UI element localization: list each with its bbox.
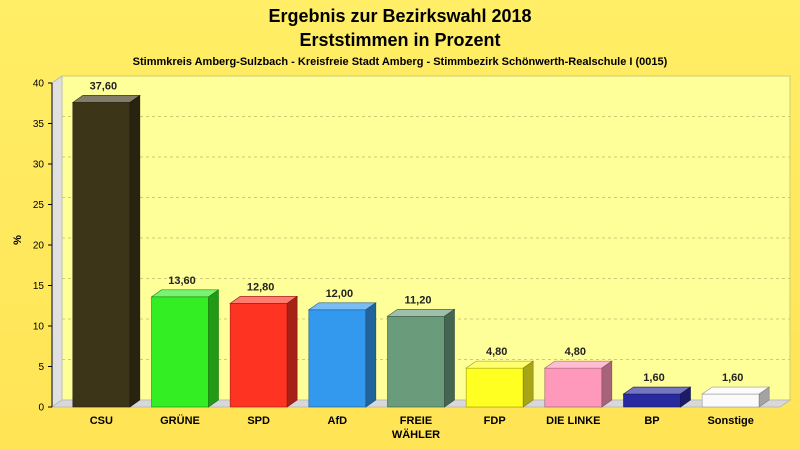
- bar: [307, 302, 377, 408]
- data-label: 13,60: [168, 275, 196, 287]
- bar-side: [365, 302, 377, 408]
- x-tick-label: AfD: [328, 415, 348, 427]
- bar-side: [758, 386, 770, 408]
- y-tick-label: 25: [33, 200, 45, 211]
- data-label: 4,80: [486, 346, 507, 358]
- bar-top: [386, 308, 456, 317]
- bar-side: [680, 386, 691, 408]
- bar-top: [71, 95, 141, 103]
- bar-front: [308, 309, 367, 408]
- y-tick-label: 10: [33, 322, 45, 333]
- data-label: 37,60: [90, 80, 118, 92]
- data-label: 12,80: [247, 281, 275, 293]
- bar-top: [229, 296, 299, 304]
- bar: [229, 295, 299, 408]
- y-tick-label: 35: [33, 119, 45, 130]
- y-axis-label: %: [12, 235, 24, 245]
- bar-side: [208, 289, 219, 408]
- x-tick-label: FDP: [484, 415, 506, 427]
- data-label: 4,80: [565, 346, 586, 358]
- chart-subtitle: Stimmkreis Amberg-Sulzbach - Kreisfreie …: [133, 56, 668, 68]
- bar-front: [465, 367, 524, 408]
- bar-front: [72, 102, 131, 408]
- bar: [71, 94, 141, 408]
- bar-top: [622, 386, 692, 395]
- bar-front: [151, 296, 209, 408]
- x-tick-label: GRÜNE: [160, 414, 200, 427]
- y-axis-ticks: 0 5 10 15 20 25 30 35 40: [33, 79, 53, 414]
- x-tick-label: SPD: [247, 415, 270, 427]
- chart-title: Ergebnis zur Bezirkswahl 2018: [268, 6, 531, 26]
- bar: [701, 386, 771, 408]
- bar-side: [601, 360, 613, 408]
- data-label: 12,00: [326, 288, 354, 300]
- x-tick-label: Sonstige: [707, 415, 753, 427]
- bar-front: [387, 315, 445, 408]
- y-tick-label: 20: [33, 241, 45, 252]
- bar-side: [129, 94, 141, 408]
- bar-top: [150, 289, 220, 298]
- bar-top: [543, 360, 613, 369]
- x-tick-label: DIE LINKE: [546, 415, 600, 427]
- bar: [465, 360, 535, 408]
- bar-top: [465, 360, 535, 369]
- y-tick-label: 5: [38, 362, 44, 373]
- chart-title-2: Erststimmen in Prozent: [299, 30, 500, 50]
- bar-top: [701, 386, 771, 395]
- bars: 37,60 13,60 12,80 12,00 11,20 4,80 4,80 1,60 1,6…: [71, 80, 771, 408]
- bar-front: [701, 393, 760, 408]
- y-tick-label: 15: [33, 281, 45, 292]
- bar: [622, 386, 692, 408]
- x-axis-labels: CSU GRÜNE SPD AfD FREIE WÄHLER FDP DIE LINKE BP S…: [90, 414, 754, 441]
- bar: [543, 360, 613, 408]
- x-tick-label: CSU: [90, 415, 113, 427]
- x-tick-label: BP: [644, 415, 659, 427]
- bar: [150, 289, 220, 408]
- data-label: 1,60: [722, 372, 743, 384]
- y-tick-label: 0: [38, 403, 44, 414]
- bar-side: [286, 295, 298, 408]
- bar: [386, 308, 456, 408]
- data-label: 1,60: [643, 372, 664, 384]
- y-tick-label: 30: [33, 160, 45, 171]
- bar-side: [522, 360, 534, 408]
- bar-front: [544, 367, 603, 408]
- data-label: 11,20: [405, 294, 432, 306]
- bar-side: [444, 308, 455, 408]
- bar-front: [623, 393, 681, 408]
- y-tick-label: 40: [33, 79, 45, 90]
- x-tick-label: FREIE WÄHLER: [392, 415, 440, 441]
- bar-front: [229, 303, 288, 408]
- plot-side-wall: [51, 75, 63, 408]
- bar-top: [307, 302, 377, 311]
